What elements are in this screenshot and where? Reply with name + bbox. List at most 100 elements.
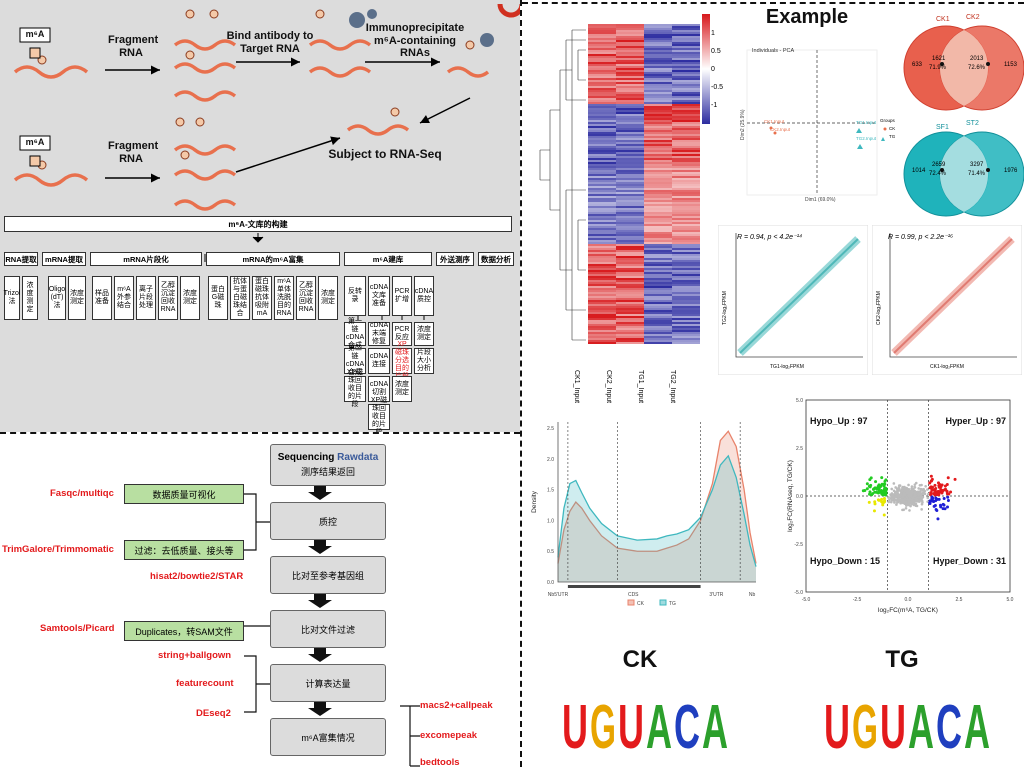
pca-legend-item: TG	[889, 134, 896, 139]
motif-letter: A	[646, 693, 672, 752]
heatmap-cell	[588, 276, 616, 278]
heatmap-cell	[672, 246, 700, 248]
heatmap-cell	[644, 228, 672, 230]
heatmap-cell	[588, 34, 616, 36]
workflow-graphics	[13, 3, 520, 211]
hdr-m6a-enrich: mRNA的m⁶A富集	[206, 252, 340, 266]
seq-rawdata-box: Sequencing Rawdata 测序结果返回	[270, 444, 386, 486]
heatmap-cell	[644, 220, 672, 222]
heatmap-cell	[672, 254, 700, 256]
magnet-icon	[497, 3, 520, 18]
heatmap-cell	[672, 92, 700, 94]
step-filter: 比对文件过滤	[270, 610, 386, 648]
heatmap-cell	[588, 314, 616, 316]
heatmap-cell	[672, 150, 700, 152]
quad-point	[899, 492, 903, 495]
heatmap-cell	[616, 264, 644, 266]
heatmap-cell	[588, 146, 616, 148]
heatmap-cell	[616, 164, 644, 166]
build-item: XP磁珠回收目的片段	[368, 397, 390, 432]
heatmap-cell	[588, 254, 616, 256]
heatmap-cell	[672, 320, 700, 322]
heatmap-cell	[588, 42, 616, 44]
heatmap-cell	[616, 334, 644, 336]
quad-point	[907, 502, 910, 506]
heatmap-cell	[672, 160, 700, 162]
quad-point	[920, 508, 923, 511]
heatmap-cell	[588, 162, 616, 164]
density-axis-line	[557, 422, 756, 583]
heatmap-cell	[672, 74, 700, 76]
m6a-tag-bottom: m⁶A	[25, 137, 45, 147]
heatmap-cell	[616, 118, 644, 120]
heatmap-cell	[644, 88, 672, 90]
heatmap-cell	[616, 342, 644, 344]
mrna-item: Oligo (dT)法	[48, 276, 66, 320]
quad-point-hyper_up	[933, 483, 937, 487]
heatmap-cell	[588, 140, 616, 142]
heatmap-cell	[672, 96, 700, 98]
quad-frame: -5.0 -2.5 0.0 2.5 5.0 5.0 2.5 0.0 -2.5 -5.0 log₂FC…	[787, 398, 1014, 614]
quad-point	[913, 485, 916, 489]
heatmap-cell	[588, 70, 616, 72]
density-ytick: 2.0	[547, 457, 554, 463]
quad-label-hyper_down: Hyper_Down : 31	[933, 556, 1006, 566]
heatmap-cell	[616, 136, 644, 138]
heatmap-cell	[588, 266, 616, 268]
heatmap-cell	[616, 320, 644, 322]
heatmap-cell	[616, 168, 644, 170]
heatmap-cell	[644, 58, 672, 60]
quad-point	[912, 499, 916, 503]
heatmap-cell	[672, 248, 700, 250]
quad-point-hypo_up	[877, 486, 881, 490]
heatmap-cell	[588, 174, 616, 176]
heatmap-cell	[616, 326, 644, 328]
heatmap-cell	[644, 96, 672, 98]
heatmap-cell	[672, 124, 700, 126]
heatmap-cell	[672, 282, 700, 284]
heatmap-cell	[616, 38, 644, 40]
quad-point	[920, 499, 924, 503]
antibody-icons	[349, 9, 494, 47]
heatmap-cell	[588, 154, 616, 156]
heatmap-cell	[672, 38, 700, 40]
quad-point	[910, 502, 914, 506]
build-item: cDNA连接	[368, 348, 390, 374]
heatmap-cell	[672, 52, 700, 54]
heatmap-cell	[644, 36, 672, 38]
example-title: Example	[765, 6, 849, 28]
quad-point-hyper_down	[941, 502, 945, 506]
heatmap-cell	[672, 326, 700, 328]
heatmap-cell	[644, 110, 672, 112]
heatmap-cell	[616, 58, 644, 60]
heatmap-cell	[644, 244, 672, 246]
heatmap-cell	[588, 100, 616, 102]
heatmap-cell	[672, 204, 700, 206]
heatmap-cell	[588, 178, 616, 180]
heatmap-cell	[672, 280, 700, 282]
heatmap-cell	[588, 132, 616, 134]
heat-legend-tick: 1	[711, 30, 715, 37]
heatmap-cell	[672, 212, 700, 214]
heatmap-cell	[616, 276, 644, 278]
heatmap-cell	[672, 236, 700, 238]
density-ylabel: Density	[531, 490, 538, 512]
pca-plot	[746, 49, 887, 196]
heat-sample-label: TG1_Input	[637, 370, 644, 404]
density-ytick: 1.5	[547, 488, 554, 494]
heatmap-cell	[616, 290, 644, 292]
heatmap-cell	[672, 306, 700, 308]
heatmap-cell	[616, 318, 644, 320]
heatmap-cell	[616, 314, 644, 316]
heatmap-cell	[616, 56, 644, 58]
heatmap-cell	[644, 278, 672, 280]
quad-ytick: 0.0	[796, 494, 803, 500]
heatmap-cell	[588, 120, 616, 122]
heatmap-cell	[672, 122, 700, 124]
quad-point	[895, 503, 898, 506]
heatmap-cell	[588, 298, 616, 300]
heatmap-cell	[644, 170, 672, 172]
heatmap-cell	[644, 332, 672, 334]
heatmap-cell	[588, 302, 616, 304]
